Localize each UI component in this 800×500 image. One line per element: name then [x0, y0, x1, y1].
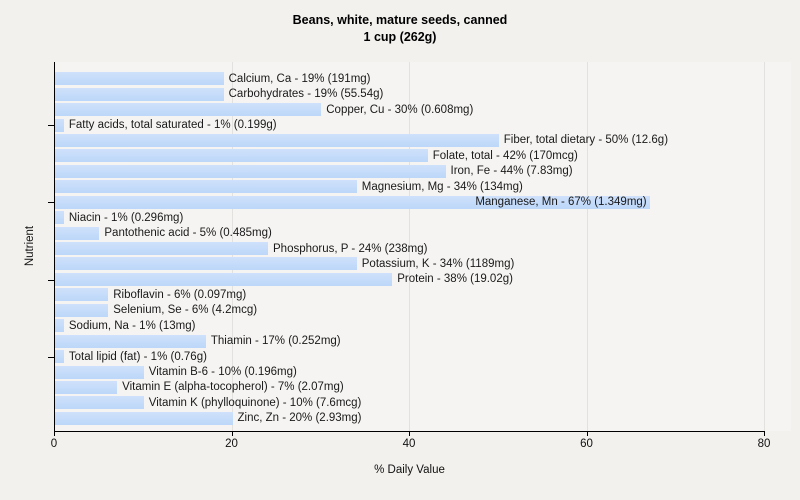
gridline-x-40	[409, 62, 410, 431]
y-axis-label: Nutrient	[24, 225, 36, 267]
nutrient-bar	[55, 164, 446, 178]
bar-row: Vitamin K (phylloquinone) - 10% (7.6mcg)	[55, 395, 791, 410]
bar-row: Carbohydrates - 19% (55.54g)	[55, 86, 791, 101]
y-axis-tick	[48, 356, 55, 358]
nutrient-bar	[55, 396, 144, 410]
nutrient-bar	[55, 72, 224, 86]
x-axis-tick-label: 80	[757, 438, 771, 450]
bar-row: Vitamin B-6 - 10% (0.196mg)	[55, 364, 791, 379]
bar-row: Phosphorus, P - 24% (238mg)	[55, 241, 791, 256]
x-axis-tick-label: 20	[225, 438, 238, 450]
nutrient-bar	[55, 272, 393, 286]
chart-subtitle: 1 cup (262g)	[363, 30, 437, 44]
nutrient-bar	[55, 350, 64, 364]
bar-row: Folate, total - 42% (170mcg)	[55, 148, 791, 163]
x-axis-tick	[231, 431, 233, 436]
nutrient-bar	[55, 303, 109, 317]
x-axis-tick-label: 60	[580, 438, 593, 450]
bar-label: Fiber, total dietary - 50% (12.6g)	[503, 134, 669, 147]
nutrient-bar	[55, 103, 322, 117]
bar-row: Copper, Cu - 30% (0.608mg)	[55, 102, 791, 117]
x-axis-tick	[409, 431, 410, 436]
nutrient-bar	[55, 257, 357, 271]
chart-header: Beans, white, mature seeds, canned 1 cup…	[0, 12, 800, 46]
nutrient-bar	[55, 319, 64, 333]
bar-label: Niacin - 1% (0.296mg)	[68, 211, 184, 224]
bar-label: Thiamin - 17% (0.252mg)	[210, 335, 341, 348]
bar-row: Magnesium, Mg - 34% (134mg)	[55, 179, 791, 194]
x-axis-tick	[764, 431, 765, 436]
nutrient-bar	[55, 288, 109, 302]
bar-label: Total lipid (fat) - 1% (0.76g)	[68, 350, 207, 363]
nutrient-bar	[55, 226, 100, 240]
bar-label: Sodium, Na - 1% (13mg)	[68, 319, 196, 332]
bar-label: Carbohydrates - 19% (55.54g)	[228, 88, 384, 101]
bar-label: Vitamin B-6 - 10% (0.196mg)	[148, 366, 297, 379]
nutrient-bar	[55, 149, 428, 163]
x-axis-label: % Daily Value	[374, 464, 445, 476]
nutrient-bar	[55, 211, 64, 225]
bar-row: Riboflavin - 6% (0.097mg)	[55, 287, 791, 302]
y-axis-tick	[48, 125, 55, 127]
bar-label: Potassium, K - 34% (1189mg)	[361, 257, 515, 270]
bar-label: Vitamin K (phylloquinone) - 10% (7.6mcg)	[148, 396, 362, 409]
plot-area: Calcium, Ca - 19% (191mg) Carbohydrates -…	[48, 62, 791, 431]
nutrient-bar	[55, 334, 206, 348]
bar-row: Protein - 38% (19.02g)	[55, 272, 791, 287]
gridline-x-60	[586, 62, 588, 431]
bar-row: Calcium, Ca - 19% (191mg)	[55, 71, 791, 86]
bar-row: Iron, Fe - 44% (7.83mg)	[55, 164, 791, 179]
bar-label: Manganese, Mn - 67% (1.349mg)	[475, 195, 647, 208]
x-axis-tick	[54, 431, 55, 436]
nutrient-bar	[55, 365, 144, 379]
bar-row: Fiber, total dietary - 50% (12.6g)	[55, 133, 791, 148]
x-axis-tick-label: 0	[50, 438, 58, 450]
nutrient-bar	[55, 133, 499, 147]
bar-label: Protein - 38% (19.02g)	[397, 273, 513, 286]
nutrient-bar	[55, 180, 357, 194]
bar-row: Vitamin E (alpha-tocopherol) - 7% (2.07m…	[55, 380, 791, 395]
bar-row: Selenium, Se - 6% (4.2mcg)	[55, 303, 791, 318]
bar-label: Copper, Cu - 30% (0.608mg)	[326, 103, 474, 116]
nutrient-bar	[55, 380, 118, 394]
bar-label: Folate, total - 42% (170mcg)	[432, 149, 578, 162]
nutrient-bar	[55, 242, 268, 256]
bar-row: Total lipid (fat) - 1% (0.76g)	[55, 349, 791, 364]
x-axis-tick-label: 40	[402, 438, 416, 450]
y-axis-tick	[48, 279, 55, 281]
x-axis-tick	[586, 431, 588, 436]
bar-label: Calcium, Ca - 19% (191mg)	[228, 72, 371, 85]
bar-row: Manganese, Mn - 67% (1.349mg)	[55, 195, 791, 210]
bar-label: Vitamin E (alpha-tocopherol) - 7% (2.07m…	[122, 381, 344, 394]
bar-label: Selenium, Se - 6% (4.2mcg)	[113, 304, 258, 317]
nutrient-bar	[55, 411, 233, 425]
bar-row: Pantothenic acid - 5% (0.485mg)	[55, 225, 791, 240]
bar-label: Fatty acids, total saturated - 1% (0.199…	[68, 119, 277, 132]
bar-row: Zinc, Zn - 20% (2.93mg)	[55, 411, 791, 426]
bar-row: Fatty acids, total saturated - 1% (0.199…	[55, 117, 791, 132]
y-axis-tick	[48, 202, 55, 204]
chart-title: Beans, white, mature seeds, canned	[292, 13, 508, 27]
bar-row: Niacin - 1% (0.296mg)	[55, 210, 791, 225]
bar-label: Iron, Fe - 44% (7.83mg)	[450, 165, 573, 178]
bar-row: Sodium, Na - 1% (13mg)	[55, 318, 791, 333]
nutrient-bar: Manganese, Mn - 67% (1.349mg)	[55, 195, 650, 209]
bar-label: Pantothenic acid - 5% (0.485mg)	[104, 227, 272, 240]
bar-row: Thiamin - 17% (0.252mg)	[55, 333, 791, 348]
bar-label: Phosphorus, P - 24% (238mg)	[273, 242, 428, 255]
bar-label: Zinc, Zn - 20% (2.93mg)	[237, 412, 362, 425]
nutrient-bar	[55, 87, 224, 101]
bar-row: Potassium, K - 34% (1189mg)	[55, 256, 791, 271]
bar-label: Magnesium, Mg - 34% (134mg)	[361, 180, 523, 193]
nutrient-bar	[55, 118, 64, 132]
bar-label: Riboflavin - 6% (0.097mg)	[113, 288, 247, 301]
gridline-x-80	[764, 62, 765, 431]
